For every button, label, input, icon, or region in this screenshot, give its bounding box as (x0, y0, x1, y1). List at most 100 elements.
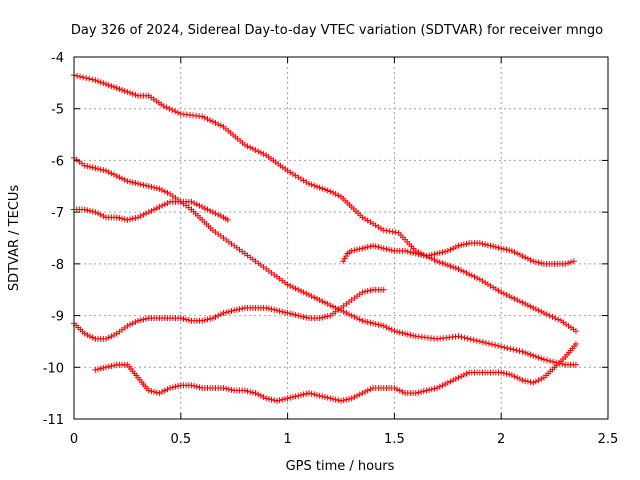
data-point (463, 269, 470, 276)
data-point (519, 253, 526, 260)
data-point (140, 181, 147, 188)
data-point (327, 395, 334, 402)
data-point (188, 198, 195, 205)
data-point (500, 370, 507, 377)
data-point (549, 313, 556, 320)
data-point (92, 77, 99, 84)
data-point (161, 188, 168, 195)
data-point (412, 250, 419, 257)
data-point (507, 345, 514, 352)
data-point (249, 389, 256, 396)
data-point (394, 328, 401, 335)
data-point (103, 335, 110, 342)
data-point (530, 379, 537, 386)
data-point (95, 78, 102, 85)
data-point (225, 386, 232, 393)
data-point (522, 254, 529, 261)
data-point (169, 384, 176, 391)
data-point (514, 250, 521, 257)
data-point (324, 187, 331, 194)
data-point (116, 85, 123, 92)
y-tick-label: -11 (43, 413, 64, 428)
data-point (81, 162, 88, 169)
data-point (490, 243, 497, 250)
data-point (140, 211, 147, 218)
data-point (297, 313, 304, 320)
data-point (148, 183, 155, 190)
data-point (460, 372, 467, 379)
data-point (572, 341, 579, 348)
x-tick-label: 1 (283, 432, 291, 447)
data-point (163, 104, 170, 111)
data-point (458, 267, 465, 274)
data-point (431, 385, 438, 392)
data-point (516, 375, 523, 382)
data-point (415, 389, 422, 396)
data-point (538, 308, 545, 315)
data-point (340, 258, 347, 265)
data-point (553, 359, 560, 366)
data-point (305, 390, 312, 397)
data-point (527, 256, 534, 263)
data-point (511, 249, 518, 256)
data-point (316, 392, 323, 399)
data-point (148, 207, 155, 214)
data-point (484, 242, 491, 249)
data-point (161, 387, 168, 394)
data-point (247, 388, 254, 395)
data-point (137, 317, 144, 324)
data-point (482, 241, 489, 248)
data-point (95, 366, 102, 373)
data-point (367, 386, 374, 393)
data-point (159, 187, 166, 194)
data-point (527, 379, 534, 386)
data-point (485, 340, 492, 347)
data-point (199, 317, 206, 324)
data-point (431, 251, 438, 258)
data-point (538, 375, 545, 382)
data-point (450, 377, 457, 384)
data-point (543, 357, 550, 364)
data-point (103, 364, 110, 371)
data-point (87, 163, 94, 170)
data-point (362, 288, 369, 295)
data-point (364, 244, 371, 251)
data-point (295, 392, 302, 399)
data-point (476, 240, 483, 247)
data-point (295, 312, 302, 319)
series-trace-b (71, 154, 579, 368)
data-point (295, 286, 302, 293)
data-point (313, 295, 320, 302)
data-point (255, 391, 262, 398)
data-point (367, 319, 374, 326)
data-point (84, 331, 91, 338)
data-point (321, 186, 328, 193)
data-point (271, 306, 278, 313)
data-point (402, 247, 409, 254)
data-point (135, 180, 142, 187)
data-point (273, 397, 280, 404)
data-point (207, 207, 214, 214)
data-point (354, 246, 361, 253)
data-point (303, 314, 310, 321)
data-point (196, 202, 203, 209)
data-point (364, 319, 371, 326)
data-point (239, 305, 246, 312)
y-tick-label: -8 (51, 258, 64, 273)
data-point (276, 397, 283, 404)
data-point (550, 358, 557, 365)
data-point (103, 167, 110, 174)
data-point (455, 242, 462, 249)
data-point (297, 392, 304, 399)
chart-title: Day 326 of 2024, Sidereal Day-to-day VTE… (71, 23, 603, 38)
data-point (519, 299, 526, 306)
data-point (439, 382, 446, 389)
data-point (436, 259, 443, 266)
data-point (289, 394, 296, 401)
data-point (319, 298, 326, 305)
data-point (467, 336, 474, 343)
data-point (313, 183, 320, 190)
data-point (124, 178, 131, 185)
data-point (111, 171, 118, 178)
